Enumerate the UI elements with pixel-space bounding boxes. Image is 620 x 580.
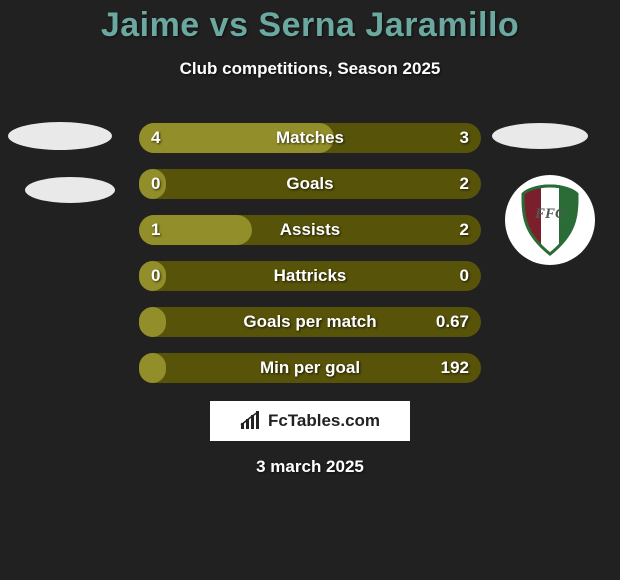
stat-left-value: 0	[151, 266, 160, 286]
stat-left-value: 1	[151, 220, 160, 240]
stat-row-fill	[139, 353, 166, 383]
stat-right-value: 2	[460, 174, 469, 194]
stat-label: Hattricks	[274, 266, 347, 286]
stat-label: Min per goal	[260, 358, 360, 378]
stat-row: Min per goal 192	[139, 353, 481, 383]
infographic-canvas: Jaime vs Serna Jaramillo Club competitio…	[0, 0, 620, 580]
stat-row: Goals per match 0.67	[139, 307, 481, 337]
stat-label: Goals per match	[243, 312, 376, 332]
stat-right-value: 192	[441, 358, 469, 378]
svg-text:FFC: FFC	[534, 206, 566, 222]
attribution-bar: FcTables.com	[210, 401, 410, 441]
stat-label: Matches	[276, 128, 344, 148]
bar-chart-icon	[240, 411, 262, 431]
stat-left-value: 4	[151, 128, 160, 148]
stat-label: Goals	[286, 174, 333, 194]
right-placeholder-ellipse	[492, 123, 588, 149]
left-placeholder-ellipse-1	[8, 122, 112, 150]
stat-right-value: 2	[460, 220, 469, 240]
date-text: 3 march 2025	[256, 457, 364, 477]
stat-rows: 4 Matches 3 0 Goals 2 1 Assists 2 0 Hattricks 0 Goal…	[139, 123, 481, 399]
subtitle: Club competitions, Season 2025	[0, 59, 620, 79]
stat-row: 0 Hattricks 0	[139, 261, 481, 291]
left-placeholder-ellipse-2	[25, 177, 115, 203]
stat-left-value: 0	[151, 174, 160, 194]
club-badge-circle: FFC	[505, 175, 595, 265]
attribution-text: FcTables.com	[268, 411, 380, 431]
stat-right-value: 0.67	[436, 312, 469, 332]
club-badge: FFC	[519, 184, 581, 256]
page-title: Jaime vs Serna Jaramillo	[0, 0, 620, 45]
stat-row: 0 Goals 2	[139, 169, 481, 199]
stat-label: Assists	[280, 220, 340, 240]
stat-row-fill	[139, 307, 166, 337]
stat-row: 1 Assists 2	[139, 215, 481, 245]
stat-row: 4 Matches 3	[139, 123, 481, 153]
stat-right-value: 0	[460, 266, 469, 286]
stat-right-value: 3	[460, 128, 469, 148]
